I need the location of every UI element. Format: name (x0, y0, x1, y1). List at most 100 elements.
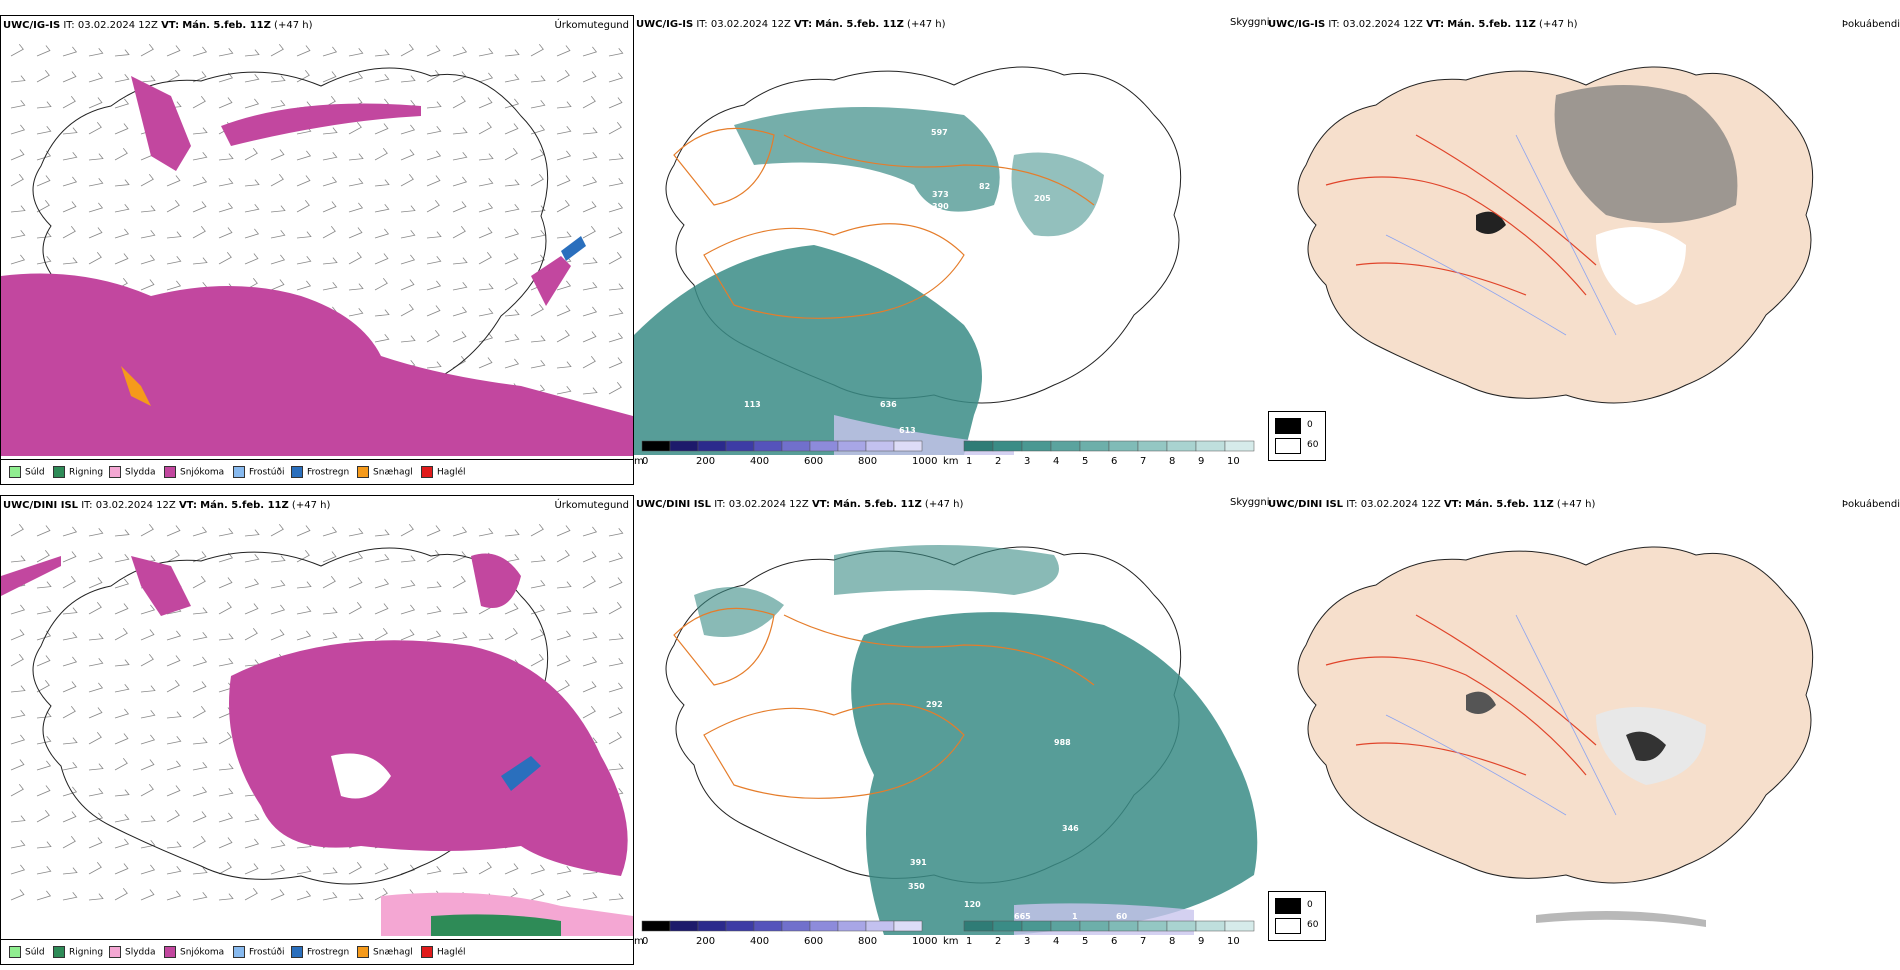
wind-barb (478, 357, 493, 369)
wind-barb (62, 226, 76, 239)
scale-m-unit: m (634, 936, 644, 947)
wind-barb (10, 524, 24, 537)
legend-swatch (291, 946, 303, 958)
wind-barb (88, 812, 104, 823)
wind-barb (582, 176, 598, 187)
wind-barb (374, 228, 390, 239)
scale-swatch (697, 440, 727, 452)
scale-swatch (1166, 440, 1197, 452)
wind-barb (426, 305, 441, 317)
wind-barb (10, 124, 26, 135)
wind-barb (426, 280, 442, 291)
visibility-value: 390 (932, 202, 949, 211)
lead-time: (+47 h) (924, 499, 964, 510)
wind-barb (530, 174, 544, 187)
scale-swatch (697, 920, 727, 932)
wind-barb (62, 71, 77, 83)
it-value: 03.02.2024 12Z (710, 19, 791, 30)
wind-barb (452, 176, 468, 187)
wind-barb (374, 529, 390, 537)
model-name: UWC/DINI ISL (1268, 499, 1344, 510)
wind-barb (608, 227, 623, 239)
precip-map (1, 524, 633, 936)
scale-tick: 2 (995, 456, 1001, 467)
wind-barb (530, 604, 546, 615)
visibility-panel: UWC/IG-IS IT: 03.02.2024 12Z VT: Mán. 5.… (634, 15, 1324, 485)
wind-barb (296, 175, 311, 187)
wind-barb (88, 633, 104, 641)
wind-barb (374, 203, 390, 213)
legend-swatch (357, 946, 369, 958)
wind-barb (582, 551, 597, 563)
scale-swatch (669, 440, 699, 452)
wind-barb (166, 711, 182, 719)
wind-barb (114, 553, 130, 563)
wind-barb (452, 46, 468, 57)
model-name: UWC/IG-IS (3, 20, 61, 31)
wind-barb (374, 253, 389, 265)
legend-item-rain: Rigning (53, 946, 103, 958)
wind-barb (218, 72, 234, 83)
vt-value: Mán. 5.feb. 11Z (200, 500, 289, 511)
wind-barb (88, 657, 104, 667)
legend-item-sleet: Slydda (109, 946, 155, 958)
wind-barb (36, 45, 51, 57)
wind-barb (478, 633, 494, 641)
panel-header: UWC/DINI ISL IT: 03.02.2024 12Z VT: Mán.… (1268, 499, 1595, 510)
wind-barb (36, 231, 52, 239)
wind-barb (88, 552, 104, 563)
wind-barb (140, 205, 156, 213)
wind-barb (166, 231, 182, 239)
fog-legend-label: 60 (1307, 920, 1319, 930)
wind-barb (582, 656, 598, 667)
wind-barb (296, 550, 310, 563)
it-value: 03.02.2024 12Z (77, 20, 158, 31)
wind-barb (114, 683, 130, 693)
wind-barb (400, 205, 416, 213)
wind-barb (504, 179, 520, 187)
wind-barb (426, 175, 441, 187)
wind-barb (270, 44, 284, 57)
wind-barb (244, 203, 260, 213)
scale-swatch (669, 920, 699, 932)
wind-barb (166, 890, 182, 901)
visibility-value: 665 (1014, 912, 1031, 921)
scale-swatch (1050, 440, 1081, 452)
wind-barb (244, 148, 258, 161)
wind-barb (244, 98, 260, 109)
wind-barb (556, 525, 571, 537)
legend-label: Súld (25, 467, 45, 478)
wind-barb (140, 254, 156, 265)
wind-barb (348, 122, 362, 135)
wind-barb (140, 864, 156, 875)
scale-m-ticks: 0 200 400 600 800 1000 (642, 456, 937, 467)
wind-barb (452, 281, 468, 291)
wind-barb (556, 150, 572, 161)
wind-barb (348, 307, 364, 317)
wind-barb (426, 361, 442, 369)
wind-barb (374, 179, 390, 187)
wind-barb (348, 577, 363, 589)
wind-barb (192, 226, 206, 239)
panel-header: UWC/DINI ISL IT: 03.02.2024 12Z VT: Mán.… (636, 499, 963, 510)
fog-swatch-white (1275, 438, 1301, 454)
vt-label: VT: (178, 500, 197, 511)
visibility-value: 60 (1008, 222, 1020, 231)
wind-barb (166, 45, 181, 57)
scale-km-colors (963, 440, 1255, 452)
scale-swatch (963, 440, 994, 452)
wind-barb (218, 202, 234, 213)
legend-swatch (109, 466, 121, 478)
wind-barb (62, 656, 78, 667)
wind-barb (504, 529, 520, 537)
wind-barb (140, 685, 156, 693)
wind-barb (270, 864, 286, 875)
wind-barb (452, 607, 468, 615)
wind-barb (140, 75, 156, 83)
wind-barb (556, 45, 571, 57)
legend-swatch (164, 466, 176, 478)
wind-barb (426, 125, 442, 135)
wind-barb (218, 837, 233, 849)
wind-barb (88, 153, 104, 161)
scale-tick: 2 (995, 936, 1001, 947)
